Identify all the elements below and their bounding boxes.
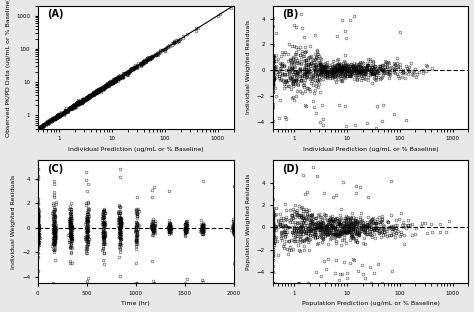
Text: (C): (C) bbox=[47, 164, 64, 174]
Text: (A): (A) bbox=[47, 9, 64, 19]
X-axis label: Time (hr): Time (hr) bbox=[121, 301, 150, 306]
Y-axis label: Population Weighted Residuals: Population Weighted Residuals bbox=[246, 173, 251, 270]
X-axis label: Population Prediction (ug/mL or % Baseline): Population Prediction (ug/mL or % Baseli… bbox=[301, 301, 439, 306]
Y-axis label: Individual Weighted Residuals: Individual Weighted Residuals bbox=[246, 20, 251, 114]
X-axis label: Individual Prediction (ug/mL or % Baseline): Individual Prediction (ug/mL or % Baseli… bbox=[303, 147, 438, 152]
Y-axis label: Observed PK/PD Data (ug/mL or % Baseline): Observed PK/PD Data (ug/mL or % Baseline… bbox=[6, 0, 10, 137]
Text: (D): (D) bbox=[283, 164, 299, 174]
Y-axis label: Individual Weighted Residuals: Individual Weighted Residuals bbox=[11, 175, 17, 269]
Text: (B): (B) bbox=[283, 9, 299, 19]
X-axis label: Individual Prediction (ug/mL or % Baseline): Individual Prediction (ug/mL or % Baseli… bbox=[68, 147, 203, 152]
